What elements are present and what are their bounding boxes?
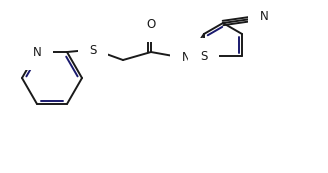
Text: O: O bbox=[146, 17, 155, 30]
Text: NH: NH bbox=[182, 51, 199, 63]
Text: N: N bbox=[32, 45, 41, 58]
Text: N: N bbox=[260, 11, 268, 24]
Text: S: S bbox=[89, 44, 97, 57]
Text: S: S bbox=[200, 49, 208, 62]
